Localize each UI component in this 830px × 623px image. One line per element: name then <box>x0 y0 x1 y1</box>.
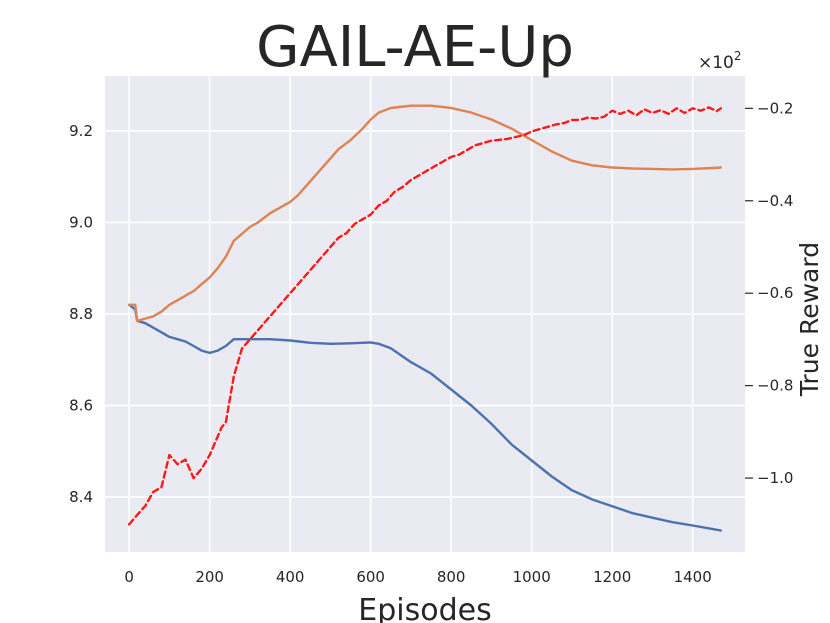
x-tick-label: 600 <box>356 568 385 586</box>
series-line-2 <box>127 104 722 323</box>
right-axis-multiplier: ×102 <box>698 49 742 73</box>
x-tick-label: 0 <box>124 568 134 586</box>
y-tick-label: 9.0 <box>69 213 93 231</box>
y2-tick-label: −0.4 <box>757 192 793 210</box>
x-axis-label: Episodes <box>358 593 491 623</box>
x-tick-label: 400 <box>276 568 305 586</box>
y-tick-label: 8.4 <box>69 488 93 506</box>
series-line-3 <box>127 106 722 526</box>
gridlines <box>105 76 745 552</box>
series-line-1 <box>127 303 722 532</box>
y-tick-label: 8.6 <box>69 397 93 415</box>
y2-tick-label: −0.8 <box>757 377 793 395</box>
y2-tick-label: −0.2 <box>757 99 793 117</box>
multiplier-base: ×10 <box>698 53 734 73</box>
y2-tick-label: −0.6 <box>757 284 793 302</box>
multiplier-exponent: 2 <box>734 49 742 63</box>
right-axis-label: True Reward <box>795 242 824 397</box>
y-tick-label: 9.2 <box>69 122 93 140</box>
x-tick-label: 1400 <box>674 568 712 586</box>
x-tick-label: 1200 <box>593 568 631 586</box>
x-tick-label: 200 <box>195 568 224 586</box>
x-tick-label: 800 <box>437 568 466 586</box>
x-tick-label: 1000 <box>513 568 551 586</box>
y2-tick-label: −1.0 <box>757 469 793 487</box>
y-tick-label: 8.8 <box>69 305 93 323</box>
chart-title: GAIL-AE-Up <box>256 15 574 80</box>
series-layer <box>127 104 722 532</box>
tick-labels: 0 200 400 600 800 1000 1200 1400 8.4 8.6 8.8 9.0 9.2… <box>69 99 793 586</box>
